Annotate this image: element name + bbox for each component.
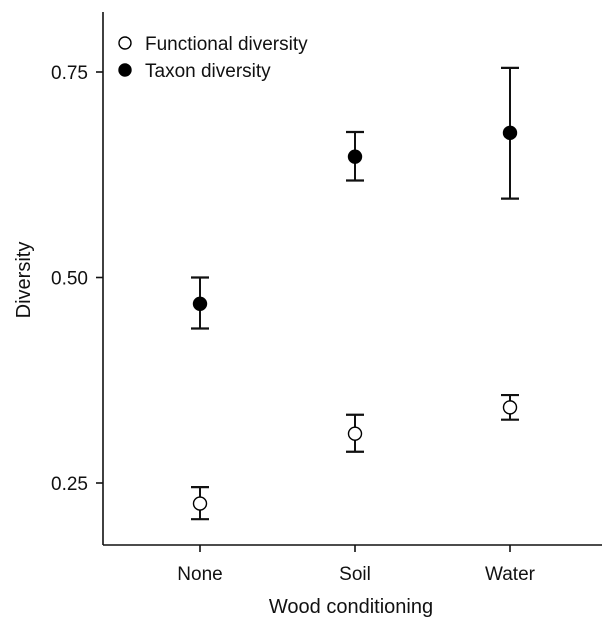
y-tick-label: 0.25: [51, 474, 88, 495]
functional-diversity-point: [347, 426, 363, 441]
x-tick-label: Water: [485, 564, 536, 585]
legend-marker-taxon: [118, 63, 132, 77]
legend: Functional diversity Taxon diversity: [118, 34, 308, 82]
data-marks: [191, 66, 519, 521]
functional-diversity-point: [502, 400, 518, 415]
y-tick-label: 0.50: [51, 269, 88, 290]
y-ticks: 0.25 0.50 0.75: [51, 63, 103, 495]
taxon-diversity-point: [192, 296, 208, 312]
x-axis-title: Wood conditioning: [269, 596, 433, 618]
y-tick-label: 0.75: [51, 63, 88, 84]
taxon-diversity-point: [502, 125, 518, 141]
x-tick-label: None: [177, 564, 222, 585]
legend-marker-functional: [118, 36, 132, 50]
taxon-diversity-point: [347, 149, 363, 164]
y-axis-title: Diversity: [13, 242, 35, 319]
legend-label: Taxon diversity: [145, 61, 271, 82]
functional-diversity-point: [192, 496, 208, 511]
x-tick-label: Soil: [339, 564, 371, 585]
axes: [102, 12, 602, 546]
x-ticks: None Soil Water: [177, 545, 536, 585]
legend-label: Functional diversity: [145, 34, 308, 55]
